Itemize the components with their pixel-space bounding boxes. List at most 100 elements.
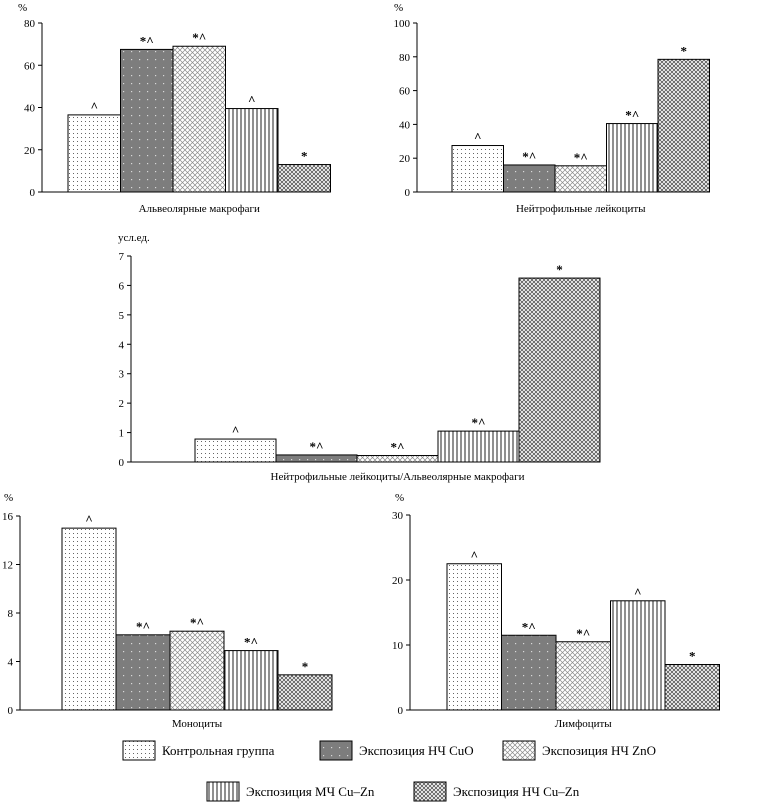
legend-label: Экспозиция НЧ CuO (359, 743, 474, 758)
legend-swatch (413, 781, 447, 802)
y-tick-label: 12 (2, 560, 13, 572)
chart-lymphocytes: % 0 10 20 30 ^ *^ *^ ^ * Лимфоциты (392, 492, 720, 730)
chart-monocytes: % 0 4 8 12 16 ^ *^ *^ *^ * Моноциты (2, 492, 333, 730)
legend: Контрольная группа Экспозиция НЧ CuO Экспо… (122, 740, 656, 802)
unit-label: % (394, 2, 403, 14)
bar-cuo (115, 634, 171, 711)
legend-label: Контрольная группа (162, 743, 275, 758)
y-tick-label: 0 (405, 187, 411, 199)
significance-mark: ^ (470, 548, 478, 563)
bar-control (61, 527, 117, 711)
y-tick-label: 6 (119, 280, 125, 292)
bar-zno (554, 165, 607, 193)
y-tick-label: 2 (119, 398, 125, 410)
y-tick-label: 40 (24, 103, 36, 115)
bar-zno (172, 45, 226, 193)
y-tick-label: 7 (119, 251, 125, 263)
bar-cuo (275, 454, 358, 463)
significance-mark: *^ (576, 626, 590, 641)
significance-mark: * (302, 659, 309, 674)
y-tick-label: 0 (30, 187, 36, 199)
chart-alveolar: % 0 20 40 60 80 ^ *^ *^ ^ * Альвеолярные макрофаги (18, 2, 331, 215)
y-tick-label: 100 (394, 18, 411, 30)
legend-label: Экспозиция НЧ Cu–Zn (453, 784, 580, 799)
unit-label: усл.ед. (118, 232, 150, 244)
significance-mark: *^ (192, 30, 206, 45)
y-tick-label: 5 (119, 310, 125, 322)
bar-mc_cuzn (223, 650, 279, 711)
y-tick-label: 16 (2, 511, 14, 523)
significance-mark: ^ (85, 512, 93, 527)
legend-item-control: Контрольная группа (122, 740, 275, 761)
legend-item-mc_cuzn: Экспозиция МЧ Cu–Zn (206, 781, 375, 802)
significance-mark: *^ (625, 108, 639, 123)
bar-nc_cuzn (518, 277, 601, 463)
significance-mark: ^ (474, 130, 482, 145)
legend-item-zno: Экспозиция НЧ ZnO (502, 740, 656, 761)
legend-swatch (319, 740, 353, 761)
legend-swatch (122, 740, 156, 761)
y-tick-label: 20 (392, 575, 404, 587)
significance-mark: * (681, 43, 688, 58)
bar-cuo (120, 48, 174, 193)
y-tick-label: 60 (24, 60, 36, 72)
significance-mark: *^ (140, 33, 154, 48)
bar-nc_cuzn (277, 164, 331, 193)
bar-nc_cuzn (657, 58, 710, 193)
bar-cuo (501, 634, 557, 711)
legend-item-nc_cuzn: Экспозиция НЧ Cu–Zn (413, 781, 580, 802)
y-tick-label: 4 (119, 339, 125, 351)
y-tick-label: 10 (392, 640, 404, 652)
x-axis-label: Лимфоциты (555, 718, 613, 730)
y-tick-label: 0 (8, 705, 14, 717)
legend-swatch (502, 740, 536, 761)
x-axis-label: Моноциты (172, 718, 223, 730)
legend-swatch (206, 781, 240, 802)
y-tick-label: 30 (392, 510, 404, 522)
significance-mark: ^ (248, 93, 256, 108)
significance-mark: *^ (522, 149, 536, 164)
bar-mc_cuzn (437, 430, 520, 463)
y-tick-label: 1 (119, 428, 125, 440)
y-tick-label: 0 (398, 705, 404, 717)
y-tick-label: 20 (399, 153, 411, 165)
y-tick-label: 20 (24, 145, 36, 157)
significance-mark: *^ (190, 615, 204, 630)
significance-mark: ^ (90, 99, 98, 114)
y-tick-label: 3 (119, 369, 125, 381)
significance-mark: ^ (232, 423, 240, 438)
legend-label: Экспозиция МЧ Cu–Zn (246, 784, 375, 799)
y-tick-label: 4 (8, 657, 14, 669)
bar-control (194, 438, 277, 463)
significance-mark: *^ (471, 415, 485, 430)
bar-control (446, 563, 502, 711)
significance-mark: *^ (574, 150, 588, 165)
y-tick-label: 0 (119, 457, 125, 469)
bar-zno (555, 641, 611, 711)
y-tick-label: 8 (8, 608, 14, 620)
significance-mark: *^ (522, 619, 536, 634)
bar-mc_cuzn (610, 600, 666, 711)
x-axis-label: Нейтрофильные лейкоциты (516, 203, 646, 215)
unit-label: % (395, 492, 404, 504)
significance-mark: *^ (136, 619, 150, 634)
x-axis-label: Альвеолярные макрофаги (139, 203, 260, 215)
significance-mark: * (301, 149, 308, 164)
bar-control (67, 114, 121, 193)
bar-mc_cuzn (225, 108, 279, 193)
y-tick-label: 40 (399, 119, 411, 131)
legend-label: Экспозиция НЧ ZnO (542, 743, 656, 758)
bar-control (451, 145, 504, 193)
legend-item-cuo: Экспозиция НЧ CuO (319, 740, 474, 761)
bar-zno (356, 455, 439, 463)
significance-mark: * (689, 649, 696, 664)
y-tick-label: 80 (399, 52, 411, 64)
y-tick-label: 80 (24, 18, 36, 30)
y-tick-label: 60 (399, 86, 411, 98)
chart-neutrophils: % 0 20 40 60 80 100 ^ *^ *^ *^ * Нейтрофильные лейко… (394, 2, 710, 215)
bar-nc_cuzn (277, 674, 333, 711)
significance-mark: *^ (390, 440, 404, 455)
significance-mark: *^ (244, 635, 258, 650)
unit-label: % (18, 2, 27, 14)
